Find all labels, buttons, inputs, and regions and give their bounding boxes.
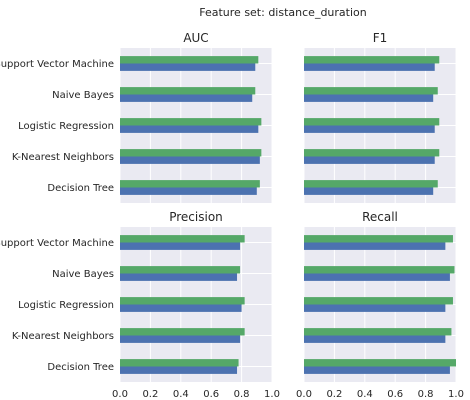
x-tick-label: 0.0 bbox=[112, 389, 128, 400]
bar-k-nearest-neighbors-series-2 bbox=[304, 149, 440, 157]
figure-suptitle: Feature set: distance_duration bbox=[199, 6, 367, 19]
y-tick-label: Decision Tree bbox=[47, 183, 114, 194]
panel-auc: AUC Support Vector Machine Naive Bayes Logi… bbox=[0, 31, 273, 203]
bar-k-nearest-neighbors-series-1 bbox=[304, 335, 446, 343]
x-tick-label: 0.4 bbox=[173, 389, 189, 400]
bar-naive-bayes-series-1 bbox=[120, 273, 238, 281]
bar-k-nearest-neighbors-series-2 bbox=[120, 328, 245, 336]
bar-naive-bayes-series-1 bbox=[120, 94, 253, 102]
x-tick-label: 0.2 bbox=[142, 389, 158, 400]
panel-title: AUC bbox=[183, 31, 208, 45]
x-tick-label: 0.2 bbox=[326, 389, 342, 400]
bar-decision-tree-series-1 bbox=[120, 187, 257, 195]
bar-naive-bayes-series-1 bbox=[304, 94, 434, 102]
bar-support-vector-machine-series-1 bbox=[304, 242, 446, 250]
x-tick-label: 0.8 bbox=[234, 389, 250, 400]
panel-title: F1 bbox=[373, 31, 388, 45]
bar-support-vector-machine-series-2 bbox=[304, 235, 453, 243]
y-tick-label: Support Vector Machine bbox=[0, 238, 114, 249]
bar-support-vector-machine-series-2 bbox=[120, 56, 259, 64]
bar-decision-tree-series-2 bbox=[304, 359, 456, 367]
panel-recall: Recall 0.0 0.2 0.4 0.6 0.8 1.0 bbox=[296, 210, 464, 400]
y-tick-label: Naive Bayes bbox=[52, 269, 114, 280]
bar-support-vector-machine-series-2 bbox=[304, 56, 440, 64]
bar-decision-tree-series-1 bbox=[120, 366, 238, 374]
y-tick-label: Naive Bayes bbox=[52, 90, 114, 101]
bar-logistic-regression-series-2 bbox=[120, 297, 245, 305]
y-tick-label: K-Nearest Neighbors bbox=[12, 331, 114, 342]
bar-k-nearest-neighbors-series-2 bbox=[304, 328, 452, 336]
bar-naive-bayes-series-2 bbox=[304, 266, 455, 274]
y-tick-label: Decision Tree bbox=[47, 362, 114, 373]
y-tick-label: Logistic Regression bbox=[18, 121, 114, 132]
bar-naive-bayes-series-2 bbox=[120, 87, 256, 95]
bar-logistic-regression-series-2 bbox=[304, 118, 440, 126]
bar-logistic-regression-series-2 bbox=[120, 118, 262, 126]
panel-title: Recall bbox=[362, 210, 398, 224]
x-tick-label: 0.6 bbox=[387, 389, 403, 400]
x-tick-label: 0.8 bbox=[418, 389, 434, 400]
x-tick-label: 0.4 bbox=[357, 389, 373, 400]
bar-decision-tree-series-1 bbox=[304, 366, 450, 374]
bar-decision-tree-series-2 bbox=[304, 180, 438, 188]
bar-logistic-regression-series-1 bbox=[304, 304, 446, 312]
panel-f1: F1 bbox=[303, 31, 457, 203]
bar-support-vector-machine-series-1 bbox=[120, 63, 256, 71]
x-tick-label: 1.0 bbox=[448, 389, 464, 400]
x-tick-label: 0.0 bbox=[296, 389, 312, 400]
bar-naive-bayes-series-1 bbox=[304, 273, 450, 281]
bar-decision-tree-series-1 bbox=[304, 187, 434, 195]
bar-naive-bayes-series-2 bbox=[304, 87, 438, 95]
bar-k-nearest-neighbors-series-1 bbox=[304, 156, 435, 164]
bar-naive-bayes-series-2 bbox=[120, 266, 241, 274]
x-tick-label: 1.0 bbox=[264, 389, 280, 400]
bar-decision-tree-series-2 bbox=[120, 359, 239, 367]
panel-precision: Precision Support Vector Machine Naive Bay… bbox=[0, 210, 280, 400]
bar-decision-tree-series-2 bbox=[120, 180, 260, 188]
bar-k-nearest-neighbors-series-1 bbox=[120, 156, 260, 164]
bar-support-vector-machine-series-1 bbox=[304, 63, 435, 71]
bar-support-vector-machine-series-1 bbox=[120, 242, 241, 250]
panel-title: Precision bbox=[169, 210, 223, 224]
bar-k-nearest-neighbors-series-2 bbox=[120, 149, 262, 157]
y-tick-label: Logistic Regression bbox=[18, 300, 114, 311]
chart-panels: AUC Support Vector Machine Naive Bayes Logi… bbox=[0, 31, 464, 400]
bar-logistic-regression-series-2 bbox=[304, 297, 453, 305]
bar-k-nearest-neighbors-series-1 bbox=[120, 335, 241, 343]
bar-support-vector-machine-series-2 bbox=[120, 235, 245, 243]
x-tick-label: 0.6 bbox=[203, 389, 219, 400]
bar-logistic-regression-series-1 bbox=[120, 304, 242, 312]
y-tick-label: Support Vector Machine bbox=[0, 59, 114, 70]
y-tick-label: K-Nearest Neighbors bbox=[12, 152, 114, 163]
bar-logistic-regression-series-1 bbox=[304, 125, 435, 133]
bar-logistic-regression-series-1 bbox=[120, 125, 259, 133]
